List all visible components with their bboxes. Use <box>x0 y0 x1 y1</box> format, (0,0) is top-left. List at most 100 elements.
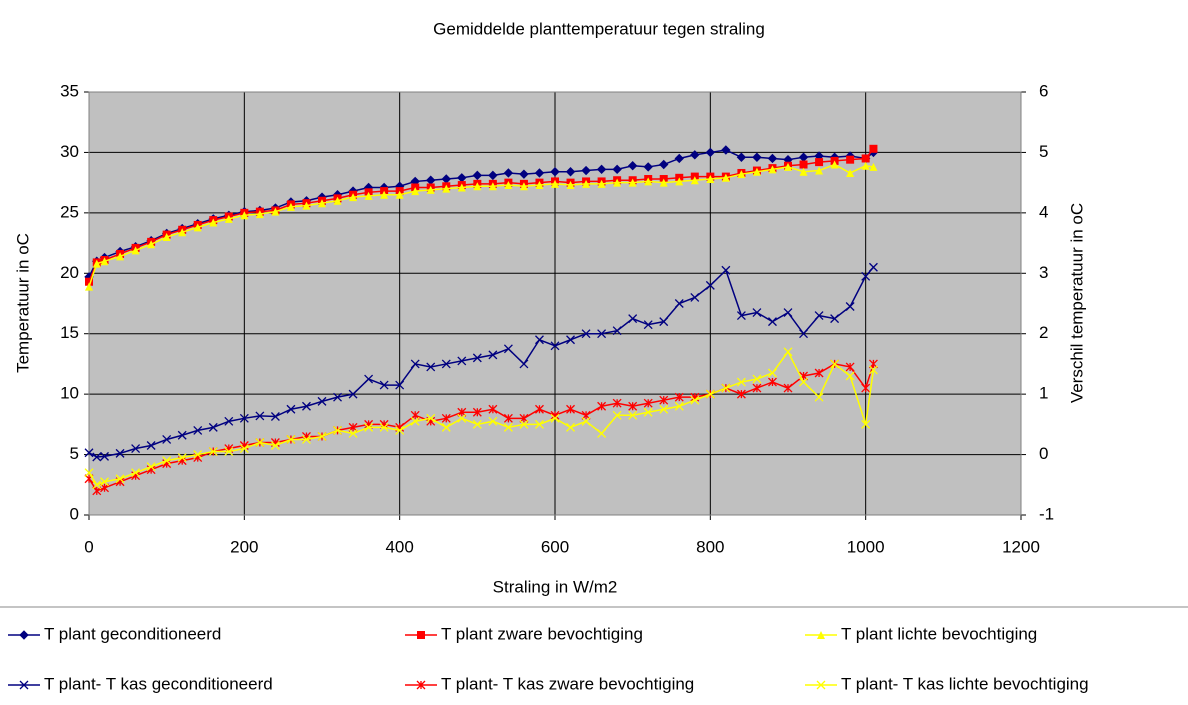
legend-label: T plant- T kas lichte bevochtiging <box>841 674 1089 693</box>
data-point <box>92 480 102 490</box>
data-point <box>488 416 498 426</box>
data-point <box>457 183 466 192</box>
x-tick-label: 1200 <box>1002 537 1040 556</box>
data-point <box>627 161 638 171</box>
data-point <box>84 448 94 458</box>
data-point <box>131 444 141 453</box>
data-point <box>472 170 483 181</box>
legend-marker <box>416 680 426 690</box>
data-point <box>317 396 327 406</box>
data-point <box>224 416 234 426</box>
data-point <box>659 178 668 187</box>
data-point <box>814 368 824 378</box>
data-point <box>869 162 878 171</box>
y2-tick-label: 5 <box>1039 142 1048 161</box>
data-point <box>441 359 451 369</box>
data-point <box>768 377 777 387</box>
data-point <box>472 407 482 417</box>
data-point <box>597 329 607 339</box>
data-point <box>705 389 715 399</box>
plot-border <box>88 91 1022 516</box>
data-point <box>488 350 498 360</box>
data-point <box>846 168 855 177</box>
data-point <box>318 199 326 208</box>
data-point <box>411 187 420 196</box>
data-point <box>519 359 529 369</box>
data-point <box>736 311 746 321</box>
data-point <box>597 179 606 188</box>
data-point <box>100 451 109 461</box>
data-point <box>612 164 622 175</box>
data-point <box>270 412 280 421</box>
data-point <box>193 223 202 232</box>
data-point <box>628 314 638 324</box>
data-point <box>395 190 404 199</box>
data-point <box>115 474 125 484</box>
data-point <box>116 252 125 261</box>
data-point <box>674 153 684 164</box>
data-point <box>550 413 560 423</box>
data-point <box>100 477 109 487</box>
data-point <box>830 314 840 324</box>
data-point <box>193 425 203 435</box>
x-tick-label: 400 <box>385 537 413 556</box>
data-point <box>442 184 451 193</box>
data-point <box>613 178 622 187</box>
data-point <box>333 196 342 205</box>
data-point <box>674 299 684 308</box>
data-point <box>302 435 311 444</box>
data-point <box>799 167 808 176</box>
data-point <box>441 413 451 423</box>
y2-tick-label: -1 <box>1039 504 1054 523</box>
data-point <box>488 182 497 191</box>
chart-title: Gemiddelde planttemperatuur tegen strali… <box>433 19 765 38</box>
y2-tick-label: 4 <box>1039 202 1048 221</box>
data-point <box>333 392 342 402</box>
data-point <box>597 401 607 411</box>
data-point <box>240 211 249 220</box>
data-point <box>581 329 591 339</box>
data-point <box>674 401 684 411</box>
data-point <box>224 447 234 457</box>
data-point <box>488 170 498 181</box>
data-point <box>690 395 700 405</box>
data-point <box>177 453 187 463</box>
data-point <box>535 335 544 345</box>
data-point <box>674 392 684 402</box>
data-point <box>503 422 513 432</box>
data-point <box>395 380 405 390</box>
data-point <box>783 347 793 357</box>
data-point <box>768 368 777 378</box>
data-point <box>302 201 311 210</box>
data-point <box>566 181 575 190</box>
y-tick-label: 5 <box>70 444 79 463</box>
y-tick-label: 30 <box>60 142 79 161</box>
data-point <box>721 173 730 182</box>
data-point <box>767 153 778 164</box>
data-point <box>736 389 746 399</box>
data-point <box>690 150 700 160</box>
data-point <box>659 395 669 405</box>
data-point <box>581 165 591 176</box>
y2-axis-label: Verschil temperatuur in oC <box>1067 203 1086 403</box>
data-point <box>503 344 513 354</box>
data-point <box>845 362 855 372</box>
data-point <box>115 448 125 458</box>
data-point <box>783 308 793 318</box>
data-point <box>364 422 374 432</box>
data-point <box>868 365 878 375</box>
legend-label: T plant- T kas zware bevochtiging <box>441 674 694 693</box>
data-point <box>348 428 358 438</box>
data-point <box>146 462 156 472</box>
data-point <box>178 228 187 237</box>
data-point <box>224 214 233 223</box>
data-point <box>643 162 653 172</box>
data-point <box>364 374 374 384</box>
data-point <box>92 259 101 268</box>
data-point <box>534 168 545 178</box>
legend-label: T plant geconditioneerd <box>44 624 221 643</box>
data-point <box>379 422 389 432</box>
data-point <box>100 257 109 266</box>
data-point <box>861 161 870 170</box>
